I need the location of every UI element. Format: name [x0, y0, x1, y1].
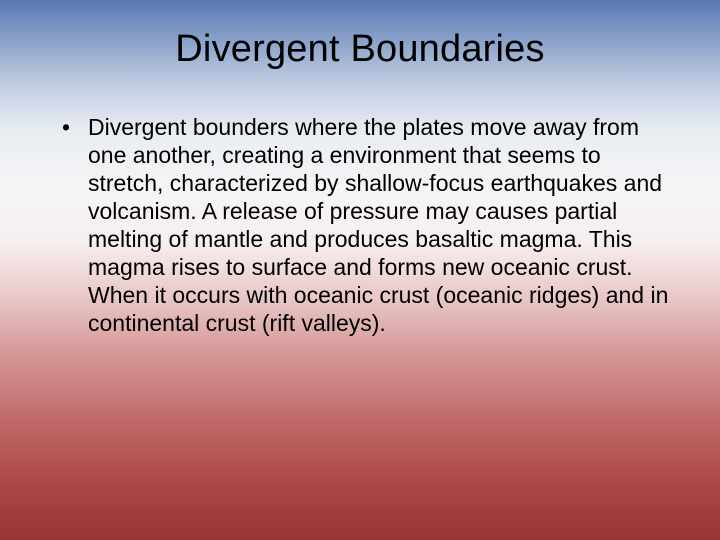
list-item: Divergent bounders where the plates move… [70, 113, 680, 337]
slide-title: Divergent Boundaries [40, 28, 680, 71]
slide-body-list: Divergent bounders where the plates move… [40, 113, 680, 337]
slide: Divergent Boundaries Divergent bounders … [0, 0, 720, 540]
